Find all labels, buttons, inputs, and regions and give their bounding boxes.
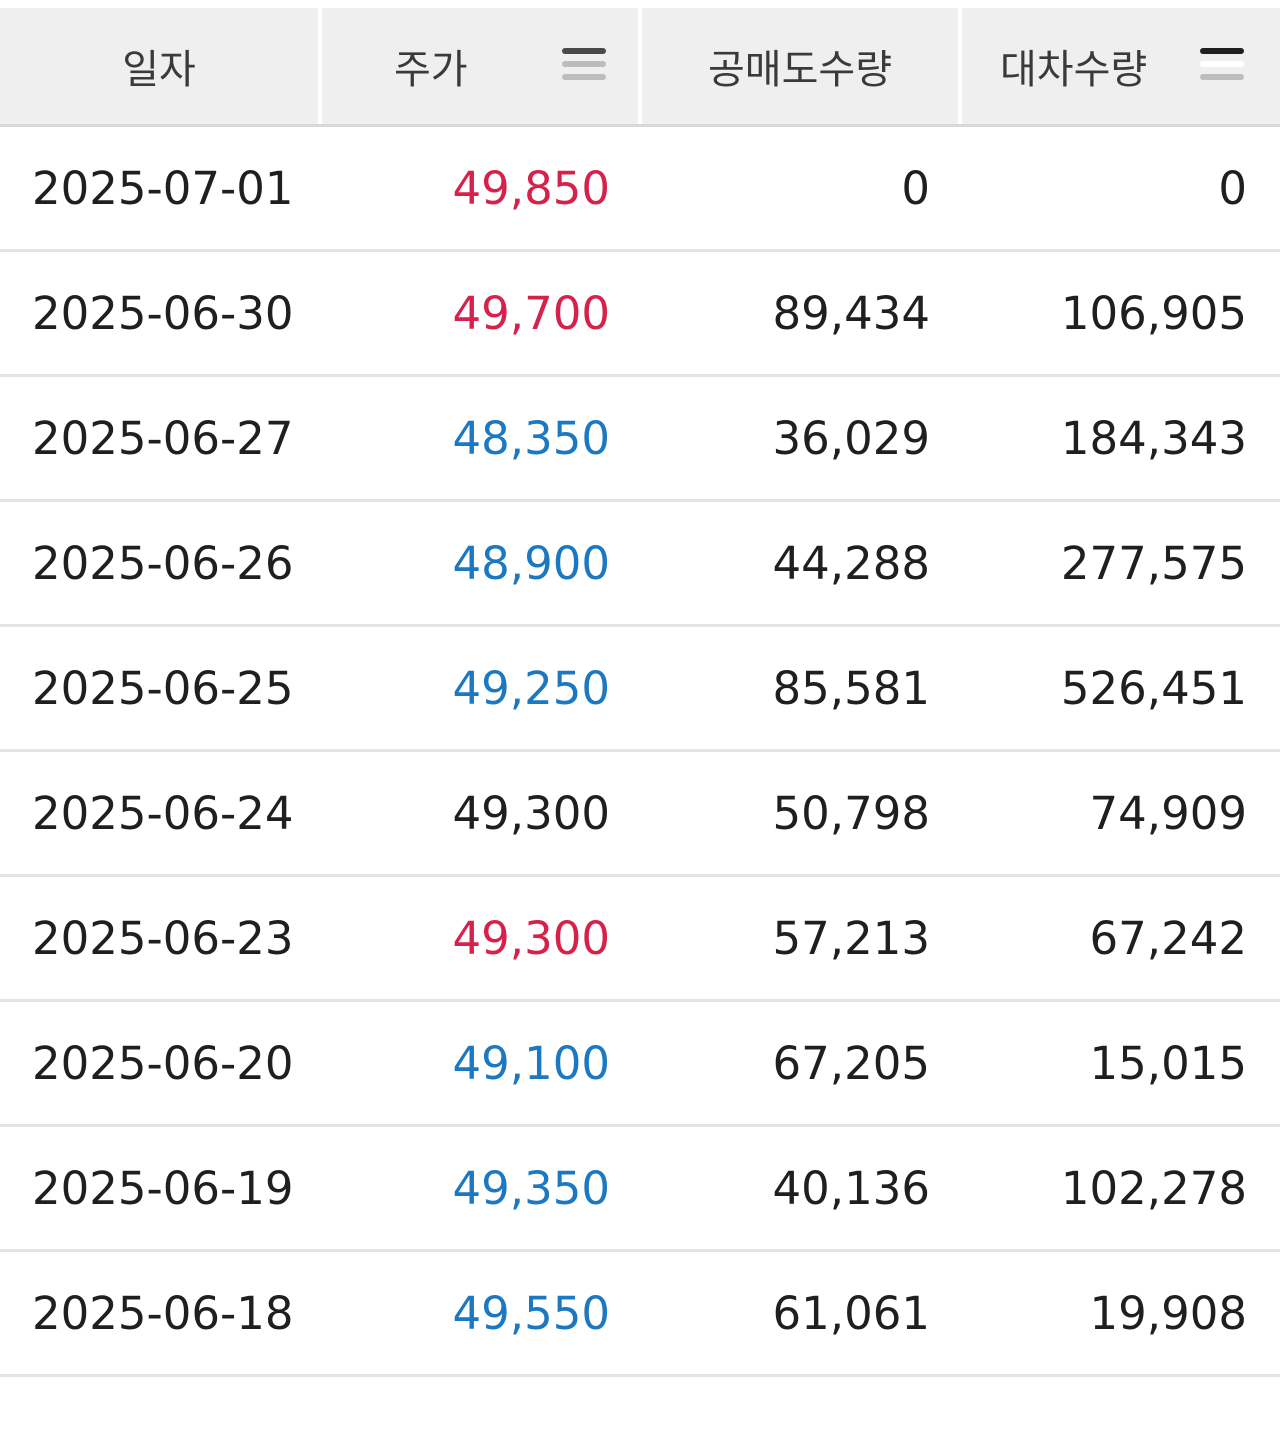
lending-volume-cell: 106,905 — [1060, 286, 1247, 340]
date-cell: 2025-06-18 — [32, 1286, 294, 1340]
price-cell: 49,350 — [452, 1161, 610, 1215]
lending-volume-cell: 67,242 — [1089, 911, 1247, 965]
lending-volume-cell: 184,343 — [1060, 411, 1247, 465]
lending-volume-cell: 277,575 — [1060, 536, 1247, 590]
date-cell: 2025-06-19 — [32, 1161, 294, 1215]
table-row[interactable]: 2025-07-01 49,850 0 0 — [0, 127, 1280, 252]
table-header: 일자 주가 공매도수량 대차수량 — [0, 8, 1280, 127]
lending-volume-cell: 19,908 — [1089, 1286, 1247, 1340]
lending-volume-cell: 102,278 — [1060, 1161, 1247, 1215]
short-volume-cell: 57,213 — [772, 911, 930, 965]
date-cell: 2025-06-24 — [32, 786, 294, 840]
short-volume-cell: 89,434 — [772, 286, 930, 340]
date-cell: 2025-06-23 — [32, 911, 294, 965]
price-cell: 49,300 — [452, 911, 610, 965]
price-cell: 49,300 — [452, 786, 610, 840]
price-sort-icon[interactable] — [562, 48, 606, 84]
column-header-price[interactable]: 주가 — [318, 8, 638, 124]
lending-sort-icon[interactable] — [1200, 48, 1244, 84]
date-cell: 2025-06-25 — [32, 661, 294, 715]
lending-volume-cell: 0 — [1218, 161, 1247, 215]
table-row[interactable]: 2025-06-18 49,550 61,061 19,908 — [0, 1252, 1280, 1377]
column-header-price-label: 주가 — [394, 47, 468, 93]
column-header-short-volume-label: 공매도수량 — [708, 47, 892, 93]
date-cell: 2025-06-26 — [32, 536, 294, 590]
table-row[interactable]: 2025-06-26 48,900 44,288 277,575 — [0, 502, 1280, 627]
date-cell: 2025-06-30 — [32, 286, 294, 340]
lending-volume-cell: 74,909 — [1089, 786, 1247, 840]
price-cell: 49,100 — [452, 1036, 610, 1090]
column-header-date[interactable]: 일자 — [0, 8, 318, 124]
short-selling-table: 일자 주가 공매도수량 대차수량 2025-07-01 49,850 — [0, 8, 1280, 1377]
table-row[interactable]: 2025-06-24 49,300 50,798 74,909 — [0, 752, 1280, 877]
short-volume-cell: 50,798 — [772, 786, 930, 840]
table-row[interactable]: 2025-06-30 49,700 89,434 106,905 — [0, 252, 1280, 377]
short-volume-cell: 85,581 — [772, 661, 930, 715]
price-cell: 49,250 — [452, 661, 610, 715]
short-volume-cell: 40,136 — [772, 1161, 930, 1215]
price-cell: 48,900 — [452, 536, 610, 590]
short-volume-cell: 0 — [901, 161, 930, 215]
table-body: 2025-07-01 49,850 0 0 2025-06-30 49,700 … — [0, 127, 1280, 1377]
column-header-lending-volume[interactable]: 대차수량 — [958, 8, 1280, 124]
short-volume-cell: 61,061 — [772, 1286, 930, 1340]
table-row[interactable]: 2025-06-27 48,350 36,029 184,343 — [0, 377, 1280, 502]
lending-volume-cell: 526,451 — [1060, 661, 1247, 715]
date-cell: 2025-06-20 — [32, 1036, 294, 1090]
date-cell: 2025-07-01 — [32, 161, 294, 215]
column-header-short-volume[interactable]: 공매도수량 — [638, 8, 958, 124]
table-row[interactable]: 2025-06-25 49,250 85,581 526,451 — [0, 627, 1280, 752]
date-cell: 2025-06-27 — [32, 411, 294, 465]
price-cell: 49,850 — [452, 161, 610, 215]
short-volume-cell: 44,288 — [772, 536, 930, 590]
price-cell: 49,700 — [452, 286, 610, 340]
short-volume-cell: 67,205 — [772, 1036, 930, 1090]
column-header-lending-volume-label: 대차수량 — [1000, 47, 1148, 93]
table-row[interactable]: 2025-06-23 49,300 57,213 67,242 — [0, 877, 1280, 1002]
price-cell: 48,350 — [452, 411, 610, 465]
price-cell: 49,550 — [452, 1286, 610, 1340]
table-row[interactable]: 2025-06-19 49,350 40,136 102,278 — [0, 1127, 1280, 1252]
column-header-date-label: 일자 — [122, 47, 196, 93]
lending-volume-cell: 15,015 — [1089, 1036, 1247, 1090]
table-row[interactable]: 2025-06-20 49,100 67,205 15,015 — [0, 1002, 1280, 1127]
short-volume-cell: 36,029 — [772, 411, 930, 465]
